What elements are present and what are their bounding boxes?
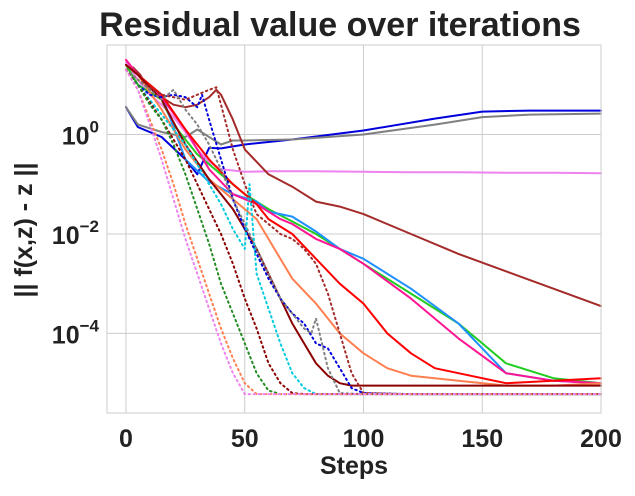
y-tick-label: 10−4 xyxy=(52,316,100,349)
series-line-darkred-solid xyxy=(125,63,602,387)
x-tick-label: 0 xyxy=(119,425,133,453)
x-tick-label: 100 xyxy=(343,425,385,453)
series-line-brown-dotted xyxy=(125,68,602,396)
y-tick-exponent: −2 xyxy=(80,217,99,236)
y-tick-base: 10 xyxy=(52,321,80,349)
y-tick-label: 100 xyxy=(62,118,99,151)
series-line-gray-dotted xyxy=(125,68,602,396)
x-tick-label: 150 xyxy=(461,425,503,453)
series-line-red-solid xyxy=(125,63,602,385)
series-line-violet-dotted xyxy=(125,68,602,396)
series-line-darkred-dotted xyxy=(125,68,602,396)
y-tick-base: 10 xyxy=(52,222,80,250)
y-tick-label: 10−2 xyxy=(52,217,99,250)
x-tick-label: 50 xyxy=(231,425,259,453)
y-tick-exponent: −4 xyxy=(80,316,100,335)
chart-title: Residual value over iterations xyxy=(99,6,581,44)
series-line-coral-solid xyxy=(125,63,602,387)
series-line-blue-dotted xyxy=(125,68,602,396)
plot-frame xyxy=(106,44,602,414)
x-axis-label: Steps xyxy=(320,452,388,480)
series-line-green-dotted xyxy=(125,68,602,396)
y-tick-exponent: 0 xyxy=(90,118,99,137)
series-line-violet-solid xyxy=(125,61,602,175)
y-axis-label: || f(x,z) - z || xyxy=(10,163,38,298)
series-group xyxy=(125,58,602,396)
series-line-coral-dotted xyxy=(125,68,602,396)
x-tick-label: 200 xyxy=(580,425,622,453)
y-tick-base: 10 xyxy=(62,123,90,151)
series-line-blue-solid xyxy=(125,106,602,176)
plot-area xyxy=(107,45,601,413)
series-line-dodgerblue-solid xyxy=(125,63,602,385)
